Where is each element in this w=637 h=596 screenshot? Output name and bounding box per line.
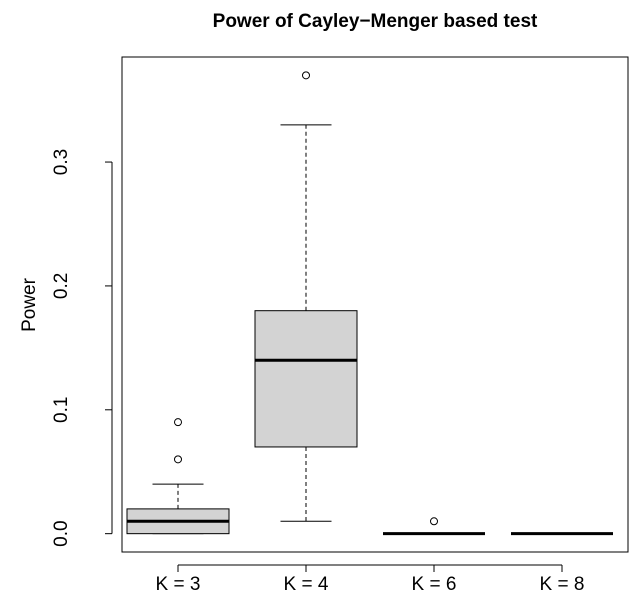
- chart-title: Power of Cayley−Menger based test: [213, 11, 538, 32]
- box: [254, 310, 358, 448]
- x-tick-label: K = 3: [156, 574, 201, 595]
- x-tick-label: K = 8: [540, 574, 585, 595]
- x-tick-label: K = 4: [284, 574, 329, 595]
- plot-frame: [121, 56, 629, 553]
- outlier: [430, 517, 438, 526]
- x-tick-label: K = 6: [412, 574, 457, 595]
- outlier: [174, 455, 182, 464]
- y-axis-label: Power: [19, 277, 40, 332]
- y-tick-label: 0.2: [51, 273, 72, 299]
- outlier: [174, 418, 182, 427]
- y-tick-label: 0.0: [51, 520, 72, 546]
- y-tick-label: 0.3: [51, 149, 72, 175]
- outlier: [302, 71, 310, 80]
- y-tick-label: 0.1: [51, 397, 72, 423]
